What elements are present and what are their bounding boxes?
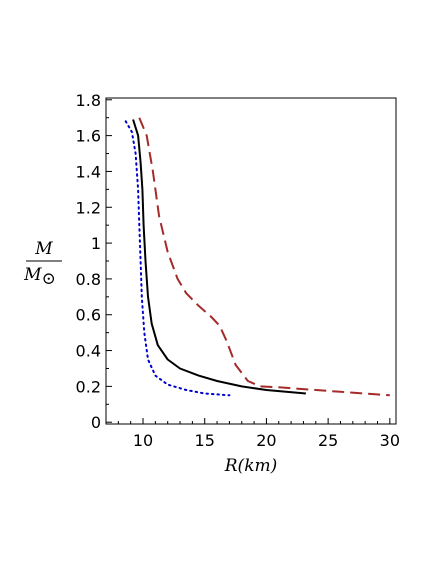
ticks: 10 15 20 25 30 0 0.2 0.4 0.6 0.8 1 1.2 1.4 1.6 1.8 [76,91,400,450]
y-axis-label-denominator: M⊙ [23,265,56,289]
plot-frame [105,97,397,425]
series-line-dotted [124,120,231,397]
y-tick-label: 0.6 [76,306,101,325]
y-axis-label-subscript: ⊙ [42,269,56,289]
series-line-dashed [138,117,390,397]
y-tick-label: 0 [91,413,101,432]
y-axis-label: M M⊙ [23,239,62,289]
series-line-solid [132,119,306,395]
y-tick-label: 1 [91,234,101,253]
y-axis-label-numerator: M [34,239,53,259]
y-tick-label: 0.8 [76,270,101,289]
x-axis-label-unit: km [244,456,270,476]
y-tick-label: 0.2 [76,377,101,396]
x-tick-label: 30 [380,431,400,450]
series-layer [124,117,390,397]
x-tick-label: 25 [318,431,338,450]
y-tick-label: 1.2 [76,198,101,217]
y-tick-label: 1.4 [76,162,101,181]
y-tick-label: 1.8 [76,91,101,110]
x-axis-label-variable: R [224,456,238,476]
y-tick-label: 1.6 [76,127,101,146]
x-tick-label: 10 [133,431,153,450]
x-axis-label-open: ( [238,456,245,476]
x-tick-label: 15 [195,431,215,450]
y-axis-label-denominator-text: M [23,265,42,285]
x-axis-label-close: ) [270,456,278,476]
x-axis-label: R(km) [224,456,278,476]
y-tick-label: 0.4 [76,342,101,361]
x-tick-label: 20 [256,431,276,450]
